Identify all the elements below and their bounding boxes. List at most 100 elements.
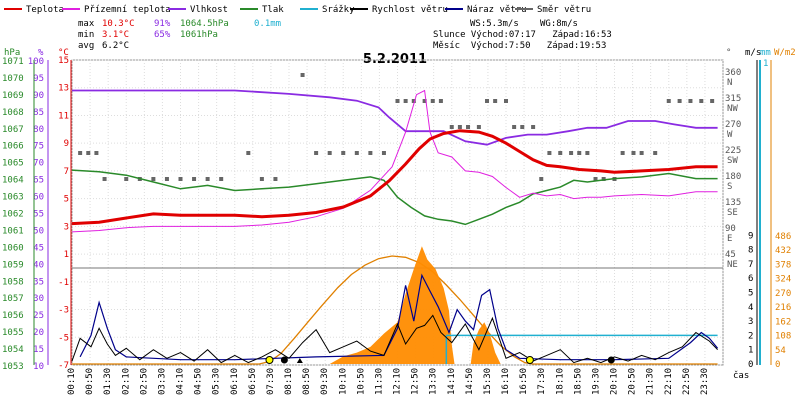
ground-temp-line [71, 89, 718, 233]
solar-tick: 54 [775, 346, 786, 356]
pressure-tick: 1058 [2, 277, 24, 287]
stat-avg-label: avg [78, 41, 94, 51]
direction-point [164, 177, 169, 181]
dir-tick-deg: 90 [725, 224, 736, 234]
moonrise-marker [280, 356, 288, 364]
stat-min-temp: 3.1°C [102, 30, 129, 40]
time-tick: 18:10 [555, 368, 565, 395]
direction-point [205, 177, 210, 181]
time-tick: 16:10 [501, 368, 511, 395]
solar-tick: 270 [775, 289, 791, 299]
pressure-tick: 1056 [2, 311, 24, 321]
direction-point [512, 125, 517, 129]
legend-label-6: Náraz větru [467, 5, 527, 15]
humidity-tick: 80 [33, 125, 44, 135]
time-tick: 06:10 [230, 368, 240, 395]
wind-tick: 2 [748, 331, 753, 341]
direction-point [327, 151, 332, 155]
direction-point [653, 151, 658, 155]
time-tick: 03:30 [157, 368, 167, 395]
humidity-tick: 40 [33, 260, 44, 270]
direction-point [246, 151, 251, 155]
direction-point [192, 177, 197, 181]
direction-point [620, 151, 625, 155]
solar-tick: 108 [775, 332, 791, 342]
humidity-tick: 60 [33, 193, 44, 203]
pressure-tick: 1070 [2, 74, 24, 84]
direction-point [124, 177, 129, 181]
humidity-tick: 85 [33, 108, 44, 118]
time-tick: 04:10 [176, 368, 186, 395]
time-tick: 07:30 [266, 368, 276, 395]
direction-point [314, 151, 319, 155]
time-tick: 00:50 [85, 368, 95, 395]
direction-point [422, 99, 427, 103]
pressure-tick: 1066 [2, 142, 24, 152]
rain-tick: 1 [763, 59, 768, 69]
rain-unit: mm [760, 48, 771, 58]
direction-point [577, 151, 582, 155]
humidity-tick: 20 [33, 328, 44, 338]
pressure-tick: 1063 [2, 193, 24, 203]
temp-tick: 5 [64, 195, 69, 205]
time-unit: čas [733, 370, 749, 381]
wind-tick: 9 [748, 231, 753, 241]
temperature-line [71, 129, 718, 226]
pressure-tick: 1064 [2, 176, 24, 186]
humidity-tick: 100 [28, 57, 44, 67]
time-tick: 08:10 [284, 368, 294, 395]
direction-point [520, 125, 525, 129]
dir-tick-label: N [727, 78, 732, 88]
info-wg: WG:8m/s [540, 19, 578, 29]
direction-point [593, 177, 598, 181]
humidity-tick: 70 [33, 159, 44, 169]
stat-min-press: 1061hPa [180, 30, 218, 40]
grid [71, 59, 724, 366]
direction-point [395, 99, 400, 103]
direction-point [688, 99, 693, 103]
dir-tick-deg: 270 [725, 120, 741, 130]
dir-tick-label: E [727, 234, 732, 244]
pressure-unit: hPa [4, 48, 20, 58]
solar-tick: 216 [775, 303, 791, 313]
time-tick: 02:50 [139, 368, 149, 395]
temp-tick: 11 [58, 111, 69, 121]
direction-point [493, 99, 498, 103]
temp-tick: 1 [64, 250, 69, 260]
dir-tick-label: SW [727, 156, 738, 166]
time-tick: 12:50 [411, 368, 421, 395]
dir-tick-deg: 180 [725, 172, 741, 182]
info-moon: Měsíc Východ:7:50 Západ:19:53 [433, 41, 606, 51]
temp-tick: -3 [58, 306, 69, 316]
temp-tick: 3 [64, 222, 69, 232]
pressure-tick: 1055 [2, 328, 24, 338]
direction-point [585, 151, 590, 155]
temp-tick: 9 [64, 139, 69, 149]
humidity-tick: 75 [33, 142, 44, 152]
solar-unit: W/m2 [774, 48, 796, 58]
direction-point [485, 99, 490, 103]
direction-point [219, 177, 224, 181]
sunrise-marker [265, 356, 274, 364]
time-tick: 08:50 [302, 368, 312, 395]
temp-tick: -5 [58, 333, 69, 343]
time-tick: 05:30 [212, 368, 222, 395]
wind-tick: 6 [748, 274, 753, 284]
solar-energy-area [329, 246, 501, 364]
pressure-tick: 1059 [2, 260, 24, 270]
dir-tick-label: S [727, 182, 732, 192]
humidity-tick: 30 [33, 294, 44, 304]
direction-point [466, 125, 471, 129]
temp-unit: °C [58, 48, 69, 58]
info-block: WS:5.3m/s WG:8m/s Slunce Východ:07:17 Zá… [433, 19, 612, 51]
wind-tick: 7 [748, 260, 753, 270]
time-tick: 01:30 [103, 368, 113, 395]
pressure-tick: 1054 [2, 345, 24, 355]
dir-tick-label: NE [727, 260, 738, 270]
direction-point [354, 151, 359, 155]
humidity-tick: 55 [33, 210, 44, 220]
direction-point [273, 177, 278, 181]
pressure-tick: 1065 [2, 159, 24, 169]
direction-point [699, 99, 704, 103]
